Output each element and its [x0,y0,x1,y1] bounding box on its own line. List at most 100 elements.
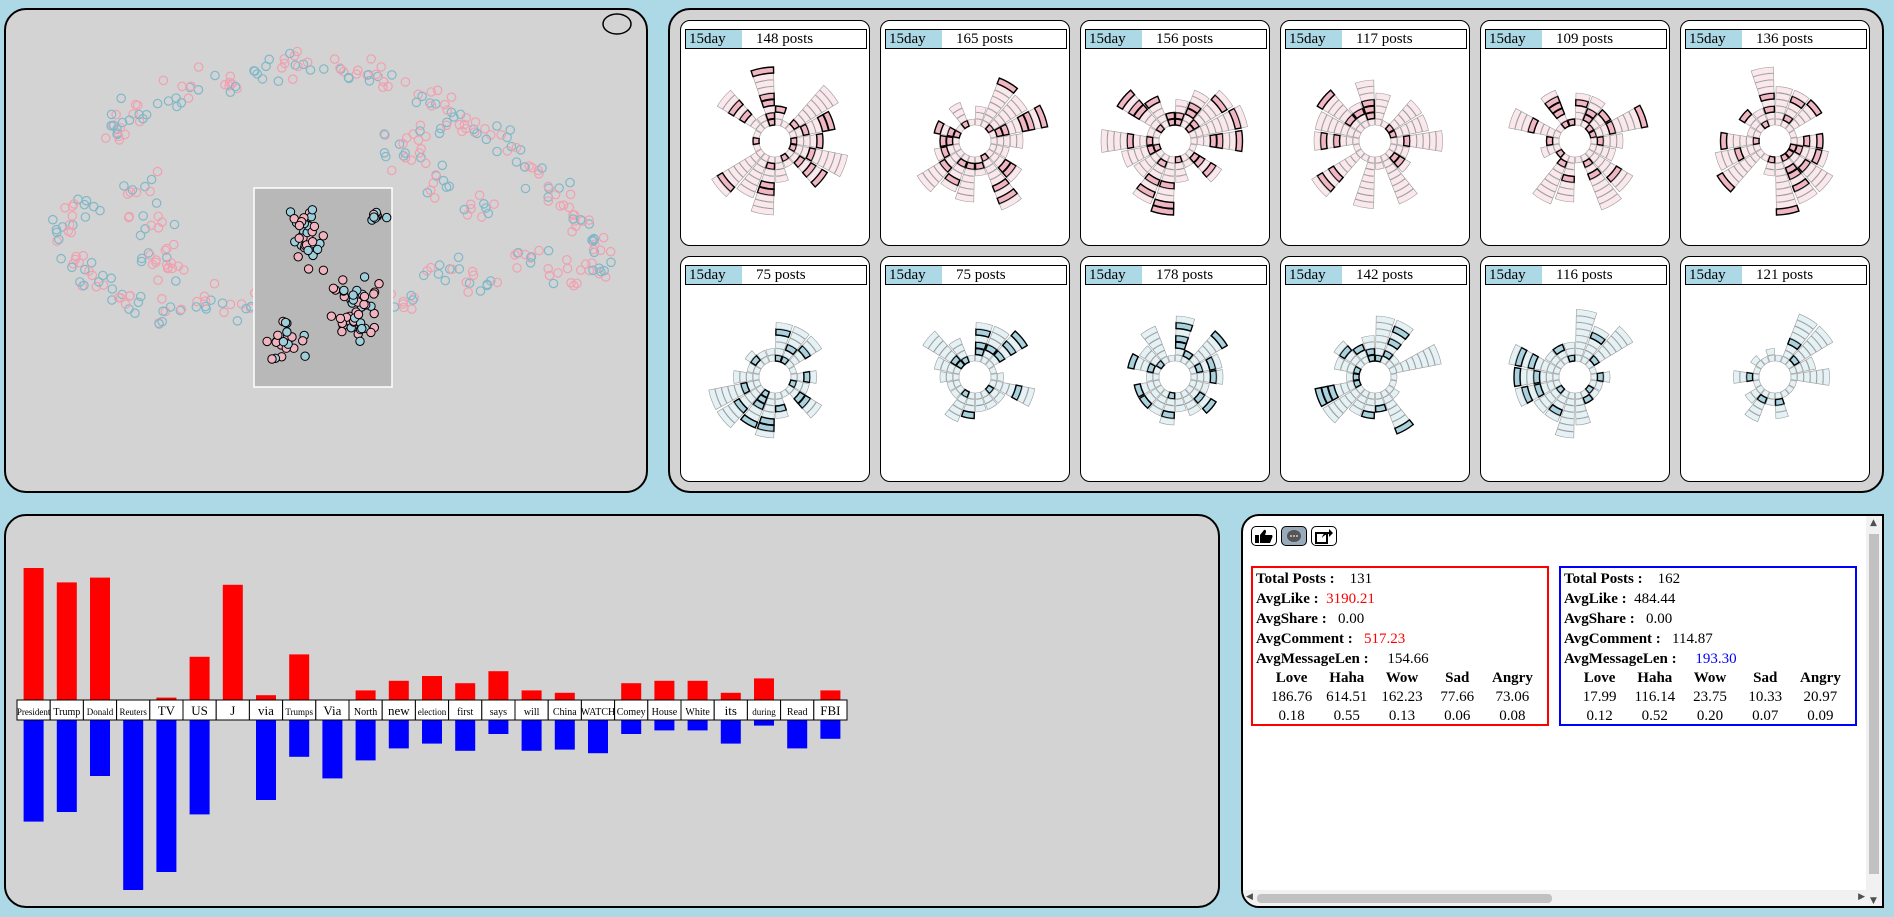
radial-card[interactable]: 15day 142 posts [1280,256,1470,482]
vertical-scrollbar[interactable]: ▲ ▼ [1866,516,1882,906]
radial-segment [939,345,953,360]
word-bar-red[interactable] [820,690,841,700]
radial-card[interactable]: 15day 75 posts [880,256,1070,482]
word-bar-blue[interactable] [588,716,608,754]
word-bar-red[interactable] [355,690,376,700]
radial-segment [1157,186,1175,196]
word-bar-red[interactable] [289,654,310,700]
word-bar-blue[interactable] [56,716,77,812]
radial-segment [1375,99,1389,108]
word-bar-red[interactable] [56,582,77,700]
radial-segment [803,135,811,147]
radial-glyph [1508,309,1634,439]
word-bar-blue[interactable] [123,716,144,890]
radial-segment [1405,120,1417,135]
scatter-point [337,326,347,337]
word-bar-red[interactable] [554,692,575,700]
radial-segment [775,391,783,400]
word-bar-red[interactable] [488,671,509,700]
word-bar-blue[interactable] [388,716,409,749]
radial-segment [1539,394,1553,409]
like-tool-button[interactable] [1251,526,1277,546]
word-bar-red[interactable] [256,695,276,700]
radial-segment [1332,133,1341,149]
radial-card[interactable]: 15day 178 posts [1080,256,1270,482]
word-bar-blue[interactable] [720,716,741,744]
card-header: 15day 142 posts [1285,265,1467,285]
word-label-box[interactable] [813,699,848,721]
word-bar-blue[interactable] [355,716,376,761]
radial-segment [1159,416,1175,426]
word-bar-blue[interactable] [156,716,177,872]
scatter-point [453,252,464,263]
radial-segment [765,397,775,406]
word-bar-blue[interactable] [554,716,575,750]
word-bar-red[interactable] [455,683,476,700]
scroll-down-icon[interactable]: ▼ [1870,896,1877,906]
radial-segment [1593,155,1606,168]
radial-segment [1767,155,1776,164]
radial-card[interactable]: 15day 117 posts [1280,20,1470,246]
radial-segment [1575,397,1585,406]
word-bar-blue[interactable] [754,716,774,726]
word-bar-blue[interactable] [820,716,841,739]
word-bar-red[interactable] [189,656,210,700]
radial-segment [1354,192,1375,203]
word-bar-red[interactable] [222,584,243,700]
radial-segment [1394,183,1414,199]
scatter-point [588,265,598,276]
card-post-count: 165 posts [956,31,1014,47]
word-bar-red[interactable] [687,680,708,700]
vertical-scroll-thumb[interactable] [1869,534,1879,874]
radial-segment [1143,172,1161,187]
word-bar-blue[interactable] [455,716,476,751]
radial-card[interactable]: 15day 136 posts [1680,20,1870,246]
radial-card[interactable]: 15day 116 posts [1480,256,1670,482]
scroll-left-icon[interactable]: ◀ [1246,892,1253,902]
radial-segment [1575,348,1585,357]
scatter-plot[interactable] [6,10,646,491]
radial-segment [1779,152,1790,163]
word-bar-blue[interactable] [787,716,808,749]
word-bar-red[interactable] [156,697,177,700]
radial-card[interactable]: 15day 165 posts [880,20,1070,246]
radial-segment [1738,108,1753,124]
word-bar-blue[interactable] [422,716,442,744]
word-bar-blue[interactable] [521,716,542,751]
word-bar-red[interactable] [90,577,110,700]
word-bar-blue[interactable] [256,716,276,800]
card-period-label: 15day [1086,266,1142,284]
word-bar-red[interactable] [654,680,675,700]
word-bar-red[interactable] [388,680,409,700]
share-tool-button[interactable] [1311,526,1337,546]
word-bar-red[interactable] [521,690,542,700]
radial-segment [946,372,954,382]
comment-tool-button[interactable] [1281,526,1307,546]
word-bar-blue[interactable] [90,716,110,776]
horizontal-scroll-thumb[interactable] [1257,894,1552,903]
horizontal-scrollbar[interactable]: ◀ ▶ [1243,890,1868,906]
scatter-panel[interactable] [4,8,648,493]
radial-card[interactable]: 15day 75 posts [680,256,870,482]
word-bar-blue[interactable] [189,716,210,815]
scatter-point [459,204,470,215]
word-bar-blue[interactable] [289,716,310,757]
radial-card[interactable]: 15day 121 posts [1680,256,1870,482]
radial-segment [1575,92,1591,102]
radial-card[interactable]: 15day 109 posts [1480,20,1670,246]
scatter-point [449,112,459,122]
word-bar-red[interactable] [720,692,741,700]
radial-card[interactable]: 15day 156 posts [1080,20,1270,246]
word-bar-red[interactable] [23,568,44,700]
word-bar-red[interactable] [422,676,442,700]
word-bar-blue[interactable] [322,716,343,779]
scroll-right-icon[interactable]: ▶ [1858,892,1865,902]
scroll-up-icon[interactable]: ▲ [1870,518,1877,528]
scatter-point [464,278,475,288]
scatter-point [435,123,446,134]
word-bar-blue[interactable] [23,716,44,822]
radial-card[interactable]: 15day 148 posts [680,20,870,246]
reset-oval-button[interactable] [602,13,632,35]
word-bar-red[interactable] [621,683,642,700]
word-bar-red[interactable] [754,678,774,700]
